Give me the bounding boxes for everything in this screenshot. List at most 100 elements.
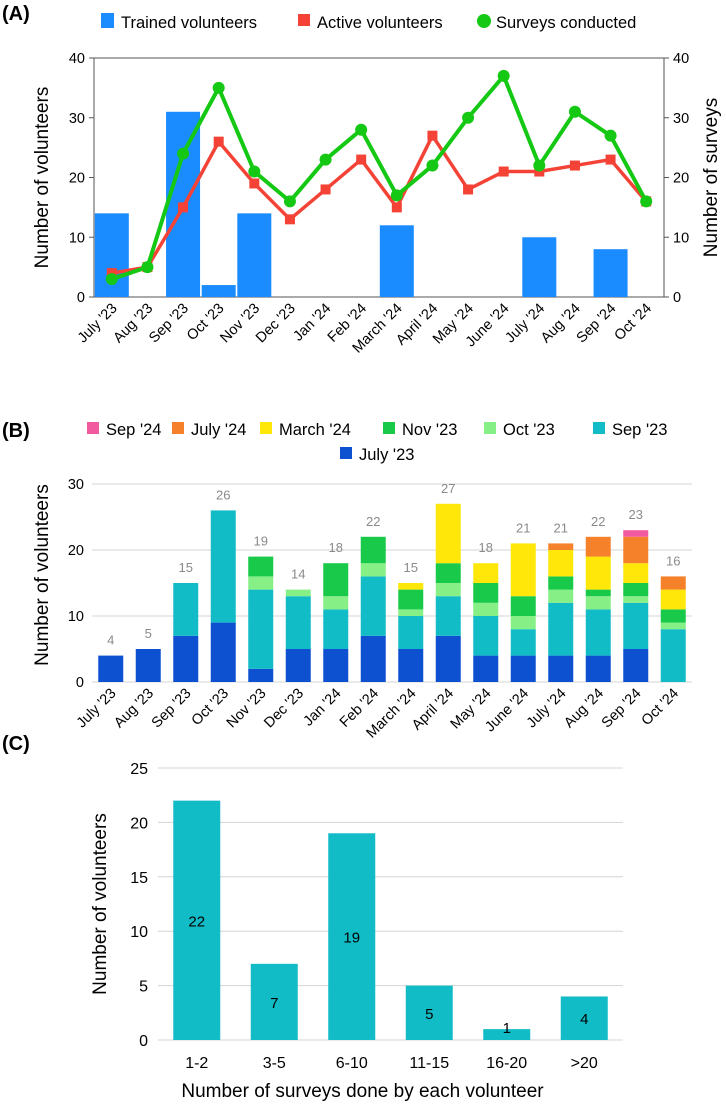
- stacked-bar-segment: [173, 635, 199, 682]
- y-axis-title-b: Number of volunteers: [32, 484, 53, 666]
- x-axis-title-c: Number of surveys done by each volunteer: [181, 1081, 544, 1102]
- active-volunteers-marker: [463, 184, 474, 195]
- stacked-bar-segment: [660, 629, 686, 682]
- stacked-bar-segment: [248, 556, 274, 577]
- bar-data-label: 7: [270, 995, 278, 1012]
- stacked-bar-segment: [623, 536, 649, 564]
- x-tick-label-c: 1-2: [185, 1055, 208, 1072]
- surveys-conducted-marker: [248, 165, 261, 178]
- active-volunteers-marker: [249, 178, 260, 189]
- stacked-bar-segment: [398, 649, 424, 682]
- y-axis-title-c: Number of volunteers: [90, 813, 111, 995]
- survey-bucket-bar: [560, 996, 608, 1040]
- x-tick-label-b: July '24: [524, 686, 570, 732]
- stacked-bar-segment: [473, 602, 499, 616]
- legend-swatch-b: [484, 422, 496, 434]
- x-tick-label-c: 16-20: [486, 1055, 527, 1072]
- stacked-bar-segment: [585, 589, 611, 597]
- bar-data-label: 19: [343, 930, 360, 947]
- bar-data-label: 4: [580, 1011, 588, 1028]
- chart-c: 0 5 10 15 20 25 22 1-2 7 3-5 19 6-10 5 11-15 1 16-20 4 >2…: [90, 761, 623, 1102]
- stacked-bar-segment: [585, 556, 611, 590]
- stacked-bar-segment: [435, 635, 461, 682]
- stacked-bar-segment: [510, 655, 536, 682]
- total-data-label: 4: [107, 633, 114, 648]
- panel-b-label: (B): [2, 420, 30, 442]
- legend-swatch-trained: [101, 13, 114, 28]
- stacked-bar-segment: [660, 576, 686, 590]
- stacked-bar-segment: [435, 583, 461, 597]
- stacked-bar-segment: [623, 563, 649, 583]
- x-tick-label-a: Sep '23: [146, 301, 192, 347]
- active-volunteers-marker: [427, 130, 438, 141]
- legend-label-b: March '24: [279, 421, 351, 439]
- stacked-bar-segment: [98, 655, 124, 682]
- surveys-conducted-marker: [426, 159, 439, 172]
- active-volunteers-marker: [605, 154, 616, 165]
- x-tick-label-b: July '23: [74, 686, 120, 732]
- legend-label-trained: Trained volunteers: [121, 14, 257, 32]
- stacked-bar-segment: [510, 543, 536, 597]
- stacked-bar-segment: [623, 602, 649, 649]
- trained-volunteers-bar: [201, 285, 236, 297]
- stacked-bar-segment: [548, 576, 574, 590]
- y-tick-label-c: 25: [130, 761, 148, 778]
- x-tick-label-b: Oct '24: [639, 686, 682, 729]
- x-tick-label-c: 11-15: [409, 1055, 449, 1072]
- survey-bucket-bar: [405, 985, 453, 1040]
- active-volunteers-marker: [498, 166, 509, 177]
- active-volunteers-marker: [284, 214, 295, 225]
- stacked-bar-segment: [473, 583, 499, 603]
- x-tick-label-b: Aug '24: [561, 686, 607, 732]
- legend-swatch-active: [298, 14, 310, 26]
- stacked-bar-segment: [548, 602, 574, 656]
- trained-volunteers-bar: [237, 213, 272, 297]
- surveys-conducted-marker: [212, 81, 225, 94]
- stacked-bar-segment: [660, 622, 686, 630]
- y-axis-title-a: Number of volunteers: [32, 87, 53, 269]
- stacked-bar-segment: [435, 503, 461, 564]
- survey-bucket-bar: [483, 1029, 531, 1040]
- legend-swatch-b: [172, 422, 184, 434]
- surveys-conducted-marker: [640, 195, 653, 208]
- stacked-bar-segment: [510, 629, 536, 656]
- x-tick-label-b: April '24: [409, 686, 457, 734]
- stacked-bar-segment: [473, 655, 499, 682]
- stacked-bar-segment: [285, 589, 311, 597]
- stacked-bar-segment: [173, 583, 199, 636]
- total-data-label: 18: [329, 540, 343, 555]
- survey-bucket-bar: [173, 800, 221, 1040]
- legend-label-b: July '23: [359, 446, 414, 464]
- y-tick-label-c: 0: [139, 1033, 148, 1050]
- legend-swatch-b: [383, 422, 395, 434]
- total-data-label: 16: [666, 553, 680, 568]
- legend-swatch-b: [340, 447, 352, 459]
- stacked-bar-segment: [548, 550, 574, 577]
- survey-bucket-bar: [250, 963, 298, 1040]
- surveys-conducted-marker: [568, 105, 581, 118]
- stacked-bar-segment: [210, 622, 236, 682]
- legend-swatch-b: [260, 422, 272, 434]
- total-data-label: 14: [291, 567, 305, 582]
- stacked-bar-segment: [623, 530, 649, 537]
- total-data-label: 21: [554, 520, 568, 535]
- panel-c-label: (C): [2, 733, 30, 755]
- bar-data-label: 5: [425, 1006, 433, 1023]
- legend-label-b: Sep '23: [612, 421, 667, 439]
- x-tick-label-b: Sep '24: [599, 686, 645, 732]
- stacked-bar-segment: [585, 609, 611, 656]
- legend-label-surveys: Surveys conducted: [496, 14, 636, 32]
- x-tick-label-b: Sep '23: [149, 686, 195, 732]
- stacked-bar-segment: [585, 596, 611, 610]
- total-data-label: 26: [216, 487, 230, 502]
- total-data-label: 22: [366, 514, 380, 529]
- surveys-conducted-marker: [497, 69, 510, 82]
- total-data-label: 5: [145, 626, 152, 641]
- surveys-conducted-marker: [105, 273, 118, 286]
- stacked-bar-segment: [360, 576, 386, 636]
- legend-label-b: Nov '23: [402, 421, 457, 439]
- stacked-bar-segment: [360, 536, 386, 564]
- active-volunteers-marker: [213, 136, 224, 147]
- stacked-bar-segment: [323, 609, 349, 649]
